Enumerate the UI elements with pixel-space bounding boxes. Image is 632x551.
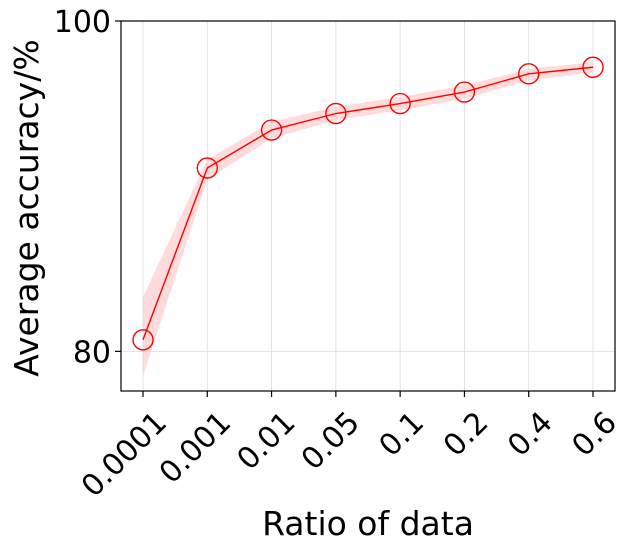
series-markers: [132, 56, 604, 351]
plot-frame: [120, 20, 616, 392]
x-tick-label: 0.0001: [75, 405, 174, 504]
y-tick-label: 100: [54, 5, 111, 40]
data-point: [196, 157, 218, 179]
data-point: [132, 329, 154, 351]
y-axis-title: Average accuracy/%: [7, 39, 46, 376]
y-tick-label: 80: [73, 335, 111, 370]
x-tick-label: 0.6: [565, 405, 623, 463]
x-tick-label: 0.1: [373, 405, 431, 463]
x-tick-label: 0.05: [295, 405, 367, 477]
data-point: [389, 92, 411, 115]
data-point: [453, 81, 476, 103]
confidence-band: [143, 62, 593, 377]
confidence-band-area: [143, 62, 593, 377]
x-tick-label: 0.01: [231, 405, 303, 477]
data-point: [260, 119, 283, 141]
data-point: [518, 63, 540, 85]
x-tick-label: 0.2: [437, 405, 495, 463]
data-point: [325, 102, 347, 125]
series-line: [142, 66, 594, 341]
data-point: [582, 56, 604, 78]
y-axis-ticks: 80 100: [54, 5, 121, 370]
series-polyline: [142, 66, 594, 341]
x-tick-label: 0.001: [153, 405, 238, 490]
x-axis-title: Ratio of data: [262, 504, 474, 543]
x-tick-label: 0.4: [501, 405, 559, 463]
